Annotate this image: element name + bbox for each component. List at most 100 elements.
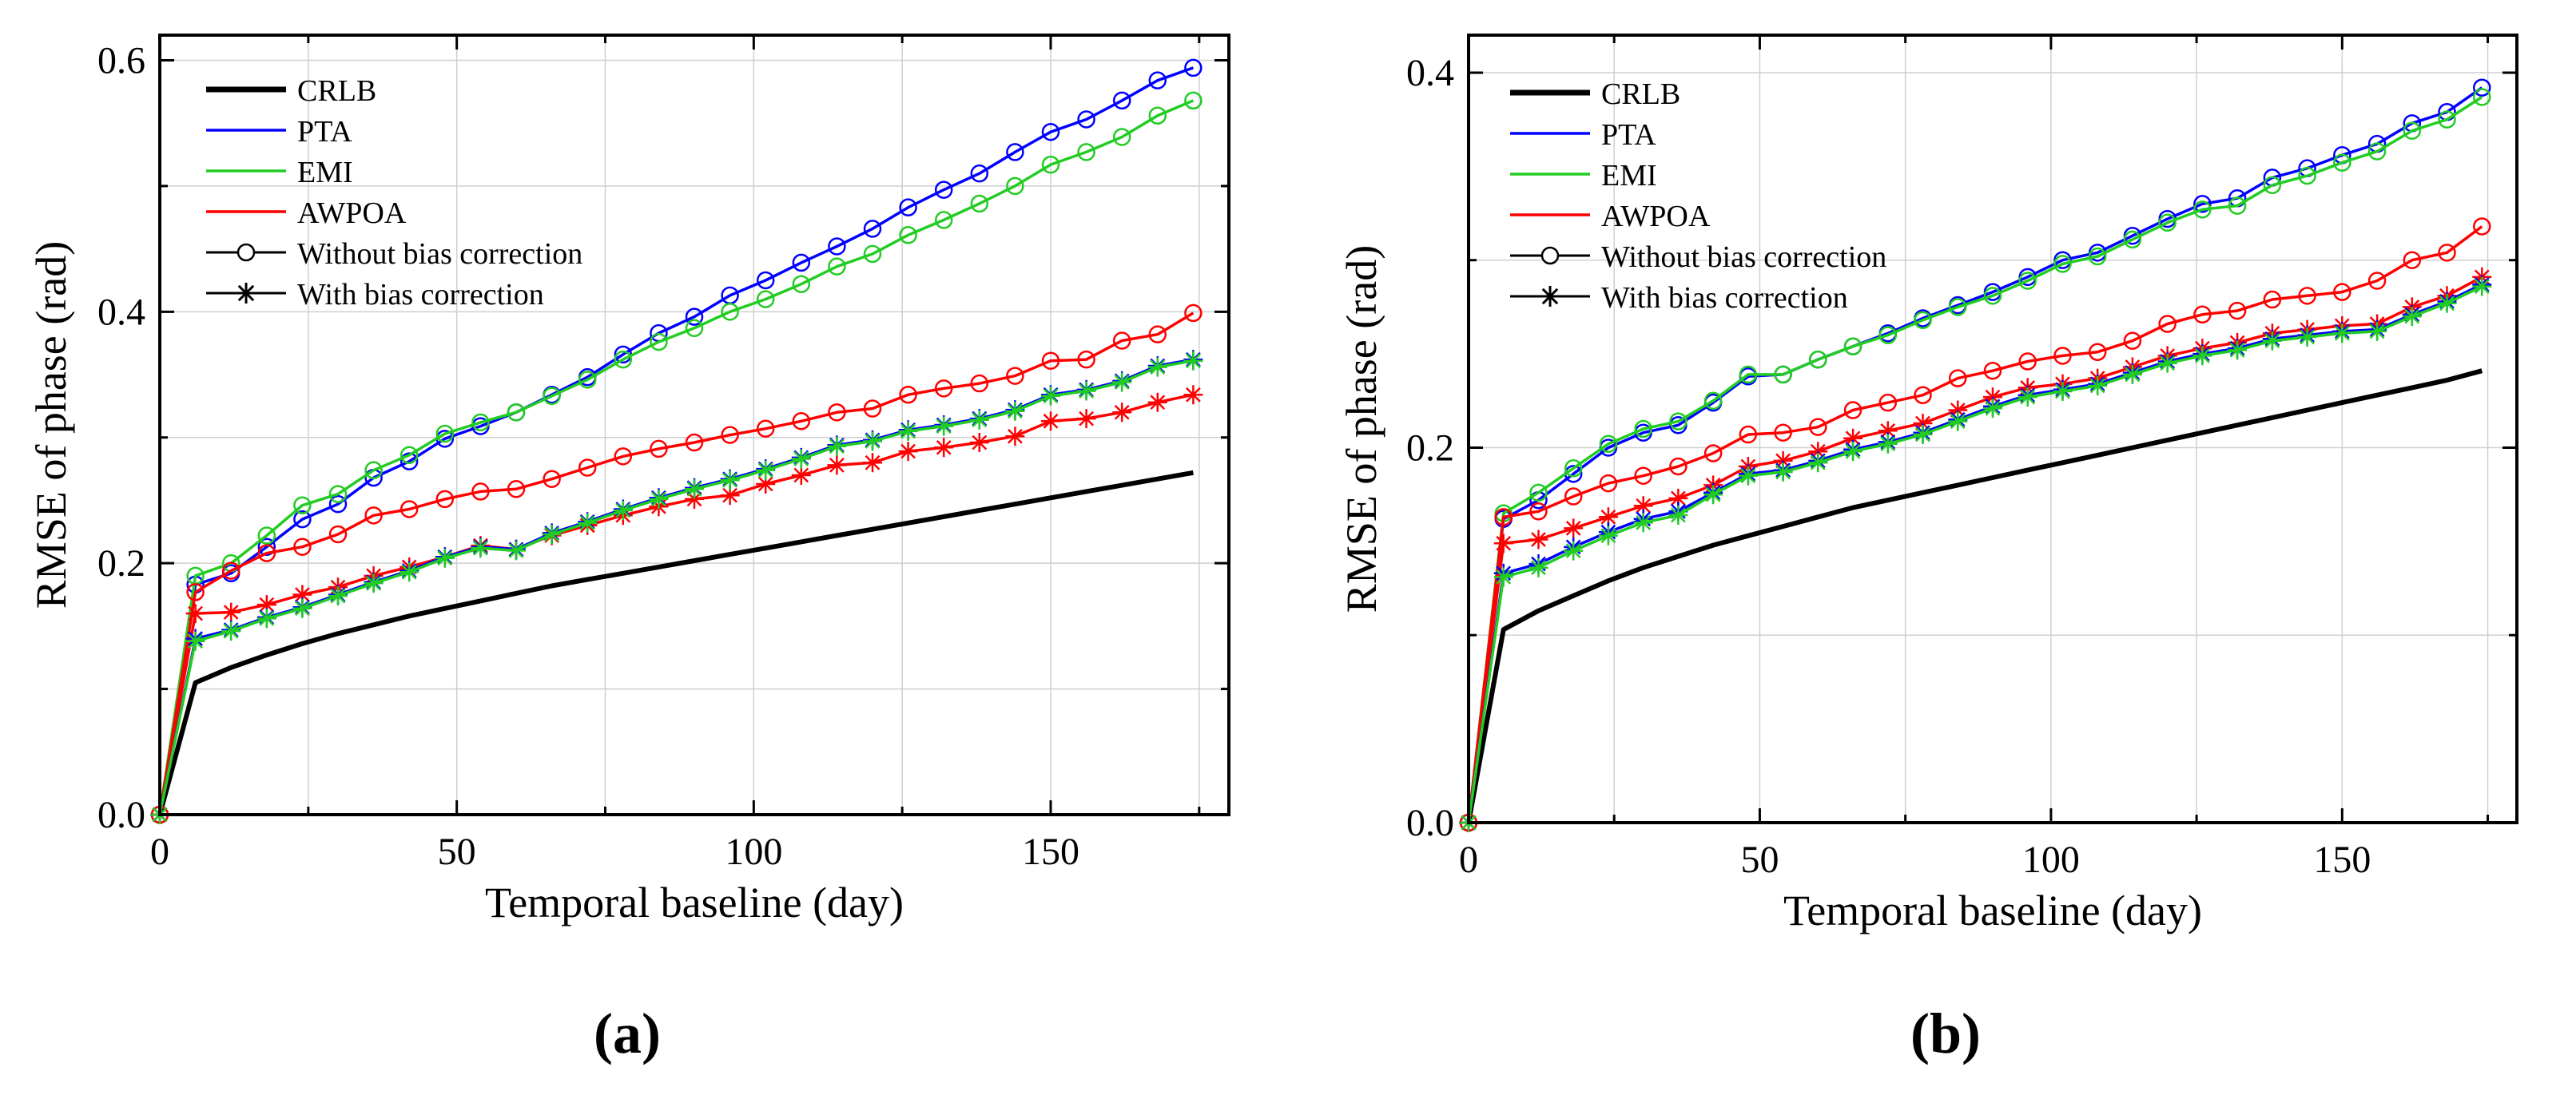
data-point-circle xyxy=(1843,401,1862,419)
data-point-circle xyxy=(1112,91,1131,110)
data-point-circle xyxy=(614,447,633,466)
data-point-star xyxy=(578,513,598,533)
panel-b: 0 50 100 150 0.0 0.2 0.4 Temporal baseline (day… xyxy=(1338,34,2518,1065)
legend-entry: EMI xyxy=(1510,159,1657,192)
legend: CRLB PTA EMI AWPOA Without bias correction Wi… xyxy=(206,74,582,311)
data-point-circle xyxy=(899,226,917,244)
series-line xyxy=(158,359,1194,815)
data-point-circle xyxy=(507,480,526,498)
data-point-circle xyxy=(2193,305,2212,324)
data-point-circle xyxy=(2193,200,2212,219)
data-point-circle xyxy=(2123,230,2142,249)
data-point-circle xyxy=(471,413,490,432)
data-point-circle xyxy=(1878,326,1898,344)
data-point-star xyxy=(2472,276,2492,296)
data-point-circle xyxy=(2158,315,2176,333)
data-point-star xyxy=(1005,427,1025,446)
data-point-circle xyxy=(364,461,383,479)
y-tick-label: 0.2 xyxy=(1406,427,1454,469)
plot-frame xyxy=(158,34,1230,816)
series-line xyxy=(1467,283,2483,823)
data-point-circle xyxy=(2438,110,2456,129)
data-point-star xyxy=(1983,399,2002,419)
data-point-circle xyxy=(2333,283,2351,301)
x-tick-label: 100 xyxy=(2022,839,2080,881)
series-line xyxy=(158,99,1195,815)
data-point-circle xyxy=(1634,419,1652,438)
y-tick-label: 0.4 xyxy=(1406,52,1454,94)
legend-entry: AWPOA xyxy=(206,196,407,230)
data-point-star xyxy=(1843,442,1863,462)
data-point-circle xyxy=(685,319,704,338)
data-point-circle xyxy=(1006,143,1024,161)
x-axis-title: Temporal baseline (day) xyxy=(1783,887,2202,934)
data-point-circle xyxy=(828,237,846,256)
x-tick-label: 0 xyxy=(1459,839,1478,881)
series-awpoa-without-bias-correction xyxy=(150,304,1203,824)
data-point-star xyxy=(934,416,954,436)
data-point-circle xyxy=(1184,91,1203,110)
data-point-circle xyxy=(970,194,989,213)
data-point-star xyxy=(1703,485,1723,505)
data-point-star xyxy=(2228,340,2248,360)
y-axis-title: RMSE of phase (rad) xyxy=(27,241,75,609)
series-line xyxy=(157,470,1194,815)
data-point-star xyxy=(1041,411,1060,431)
data-point-circle xyxy=(1703,391,1723,411)
data-point-star xyxy=(256,609,276,629)
data-point-star xyxy=(969,433,989,452)
data-point-star xyxy=(827,455,847,475)
series-line xyxy=(1467,225,2483,823)
data-point-star xyxy=(1147,357,1167,377)
data-point-circle xyxy=(2263,290,2282,309)
data-point-star xyxy=(185,631,205,651)
data-point-circle xyxy=(1774,365,1792,384)
data-point-circle xyxy=(614,350,633,369)
legend-star-marker xyxy=(1540,286,1560,307)
data-point-star xyxy=(1878,434,1898,454)
y-tick-label: 0.0 xyxy=(97,794,145,836)
data-point-circle xyxy=(293,538,312,556)
data-point-circle xyxy=(1112,128,1131,146)
data-point-circle xyxy=(328,494,348,514)
data-point-circle xyxy=(1041,122,1060,141)
data-point-circle xyxy=(328,525,348,544)
data-point-circle xyxy=(792,275,811,293)
series-line xyxy=(1467,276,2483,823)
data-point-circle xyxy=(2018,272,2037,290)
series-emi-without-bias-correction xyxy=(1459,88,2491,832)
data-point-star xyxy=(1564,518,1584,538)
data-point-star xyxy=(1493,534,1513,553)
data-point-star xyxy=(2053,382,2073,401)
data-point-star xyxy=(1598,526,1618,546)
series-line xyxy=(158,311,1195,815)
data-point-star xyxy=(1041,386,1060,406)
data-point-circle xyxy=(2367,142,2387,161)
data-point-circle xyxy=(435,424,455,443)
legend-label: With bias correction xyxy=(297,278,544,311)
data-point-star xyxy=(542,525,562,544)
data-point-star xyxy=(1598,507,1618,527)
data-point-star xyxy=(221,602,241,622)
data-point-star xyxy=(292,598,312,618)
data-point-circle xyxy=(1077,110,1095,129)
data-point-circle xyxy=(471,482,490,501)
data-point-circle xyxy=(400,452,419,470)
data-point-star xyxy=(1808,453,1828,473)
x-tick-label: 150 xyxy=(1022,831,1079,873)
data-point-circle xyxy=(2088,343,2107,361)
legend-entry: Without bias correction xyxy=(206,237,582,271)
data-point-star xyxy=(1112,372,1132,392)
legend-star-marker xyxy=(236,283,256,304)
data-point-circle xyxy=(1112,331,1131,350)
data-point-circle xyxy=(1599,434,1618,454)
data-point-star xyxy=(1738,466,1758,486)
data-point-star xyxy=(2402,307,2422,327)
data-point-star xyxy=(1564,541,1584,561)
data-point-circle xyxy=(1843,337,1862,355)
data-point-star xyxy=(2157,353,2177,373)
data-point-circle xyxy=(685,307,704,326)
data-point-circle xyxy=(1041,351,1060,370)
data-point-circle xyxy=(792,253,811,272)
